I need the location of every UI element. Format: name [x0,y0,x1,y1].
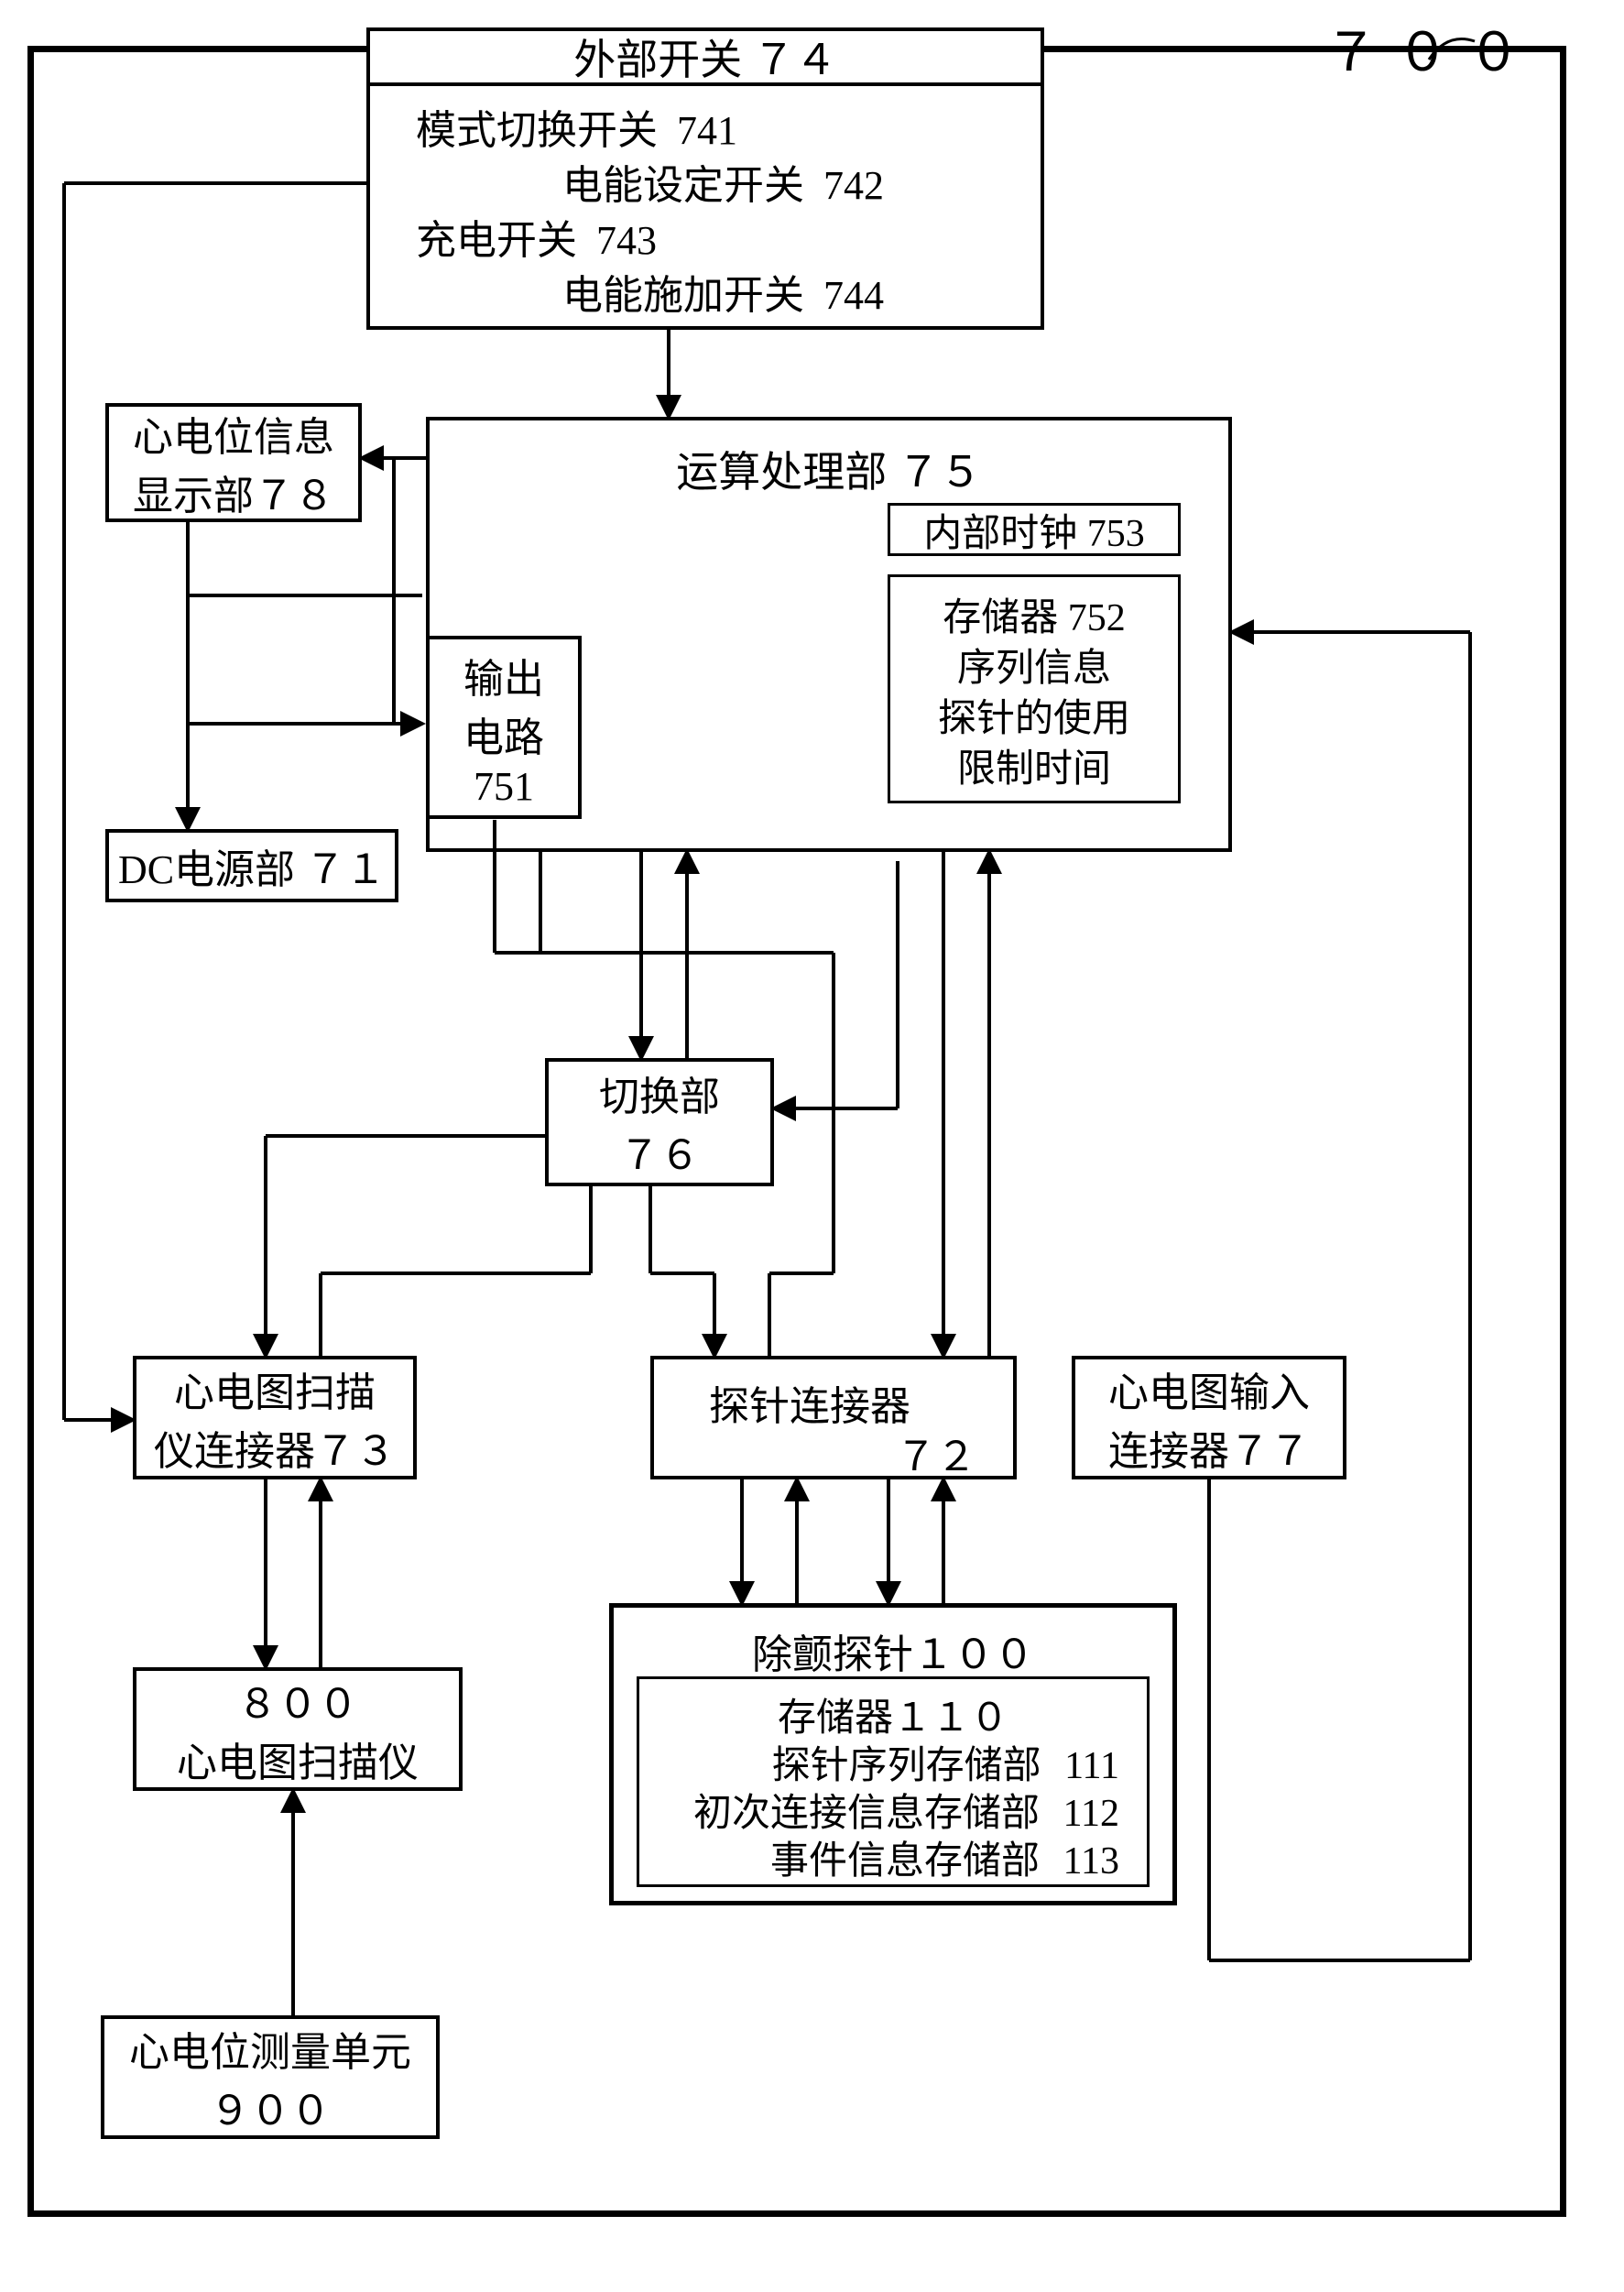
memory-box: 存储器 752 序列信息 探针的使用 限制时间 [888,574,1181,803]
ecg-scanner-conn-box: 心电图扫描 仪连接器７３ [133,1356,417,1479]
defib-probe-title: 除颤探针１００ [614,1621,1172,1680]
internal-clock-text: 内部时钟 753 [923,502,1145,558]
memory-l3: 限制时间 [890,737,1178,793]
output-l3: 751 [474,763,534,810]
memory-title: 存储器 752 [890,586,1178,642]
ecg-scan-conn-l1: 心电图扫描 [174,1359,376,1418]
charge-switch-num: 743 [596,218,657,263]
energy-apply-label: 电能施加开关 [562,273,804,318]
processing-box: 运算处理部 ７５ 内部时钟 753 存储器 752 序列信息 探针的使用 限制时… [426,417,1232,852]
external-switch-box: 外部开关 ７４ 模式切换开关 741 电能设定开关 742 充电开关 743 电… [366,27,1044,330]
energy-set-num: 742 [823,163,884,208]
energy-apply-num: 744 [823,273,884,318]
output-l1: 输出 [463,646,544,704]
dc-power-box: DC电源部 ７１ [105,829,398,902]
ecg-input-conn-box: 心电图输入 连接器７７ [1072,1356,1346,1479]
ecg-measure-l2: ９００ [210,2078,331,2136]
mode-switch-num: 741 [677,108,737,153]
output-circuit-box: 输出 电路 751 [426,636,582,819]
output-l2: 电路 [463,704,544,763]
probe-conn-box: 探针连接器 ７２ [650,1356,1017,1479]
internal-clock-box: 内部时钟 753 [888,503,1181,556]
charge-switch-label: 充电开关 [416,218,577,263]
ecg-input-l1: 心电图输入 [1108,1359,1310,1418]
dc-power-text: DC电源部 ７１ [118,836,386,895]
defib-probe-box: 除颤探针１００ 存储器１１０ 探针序列存储部 111 初次连接信息存储部 112… [609,1603,1177,1905]
memory-l2: 探针的使用 [890,687,1178,743]
ecg-measure-box: 心电位测量单元 ９００ [101,2015,440,2139]
switching-l2: ７６ [619,1122,700,1181]
processing-title: 运算处理部 ７５ [430,439,1228,499]
mode-switch-label: 模式切换开关 [416,108,658,153]
display-box: 心电位信息 显示部７８ [105,403,362,522]
ecg-scanner-box: ８００ 心电图扫描仪 [133,1667,463,1791]
ecg-scan-conn-l2: 仪连接器７３ [154,1418,396,1477]
event-info-label: 事件信息存储部 [770,1840,1040,1883]
ecg-input-l2: 连接器７７ [1108,1418,1310,1477]
event-info-num: 113 [1063,1840,1119,1883]
external-switch-title: 外部开关 ７４ [573,27,837,87]
block-diagram: ７００ 外部开关 ７４ 模式切换开关 741 电能设定开关 742 充电开关 7… [27,9,1566,2263]
defib-memory-box: 存储器１１０ 探针序列存储部 111 初次连接信息存储部 112 事件信息存储部… [637,1676,1150,1887]
energy-set-label: 电能设定开关 [562,163,804,208]
memory-l1: 序列信息 [890,637,1178,693]
probe-conn-l1: 探针连接器 [709,1373,910,1432]
ecg-scanner-l1: ８００ [237,1671,358,1730]
display-line1: 心电位信息 [133,404,334,463]
ecg-measure-l1: 心电位测量单元 [129,2019,411,2078]
display-line2: 显示部７８ [133,463,334,521]
switching-l1: 切换部 [599,1064,720,1122]
ecg-scanner-l2: 心电图扫描仪 [177,1730,419,1788]
probe-conn-l2: ７２ [896,1424,976,1482]
switching-box: 切换部 ７６ [545,1058,774,1186]
